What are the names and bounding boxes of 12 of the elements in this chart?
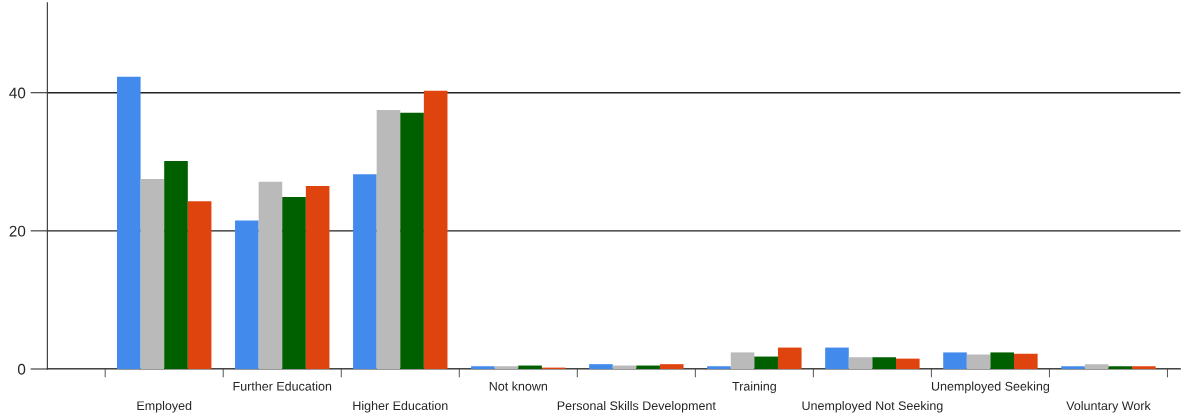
- y-tick-label: 0: [17, 363, 26, 375]
- x-tick-label: Voluntary Work: [1066, 400, 1151, 413]
- y-tick-label: 20: [9, 225, 26, 237]
- x-tick-label: Employed: [137, 400, 192, 413]
- x-tick-label: Personal Skills Development: [557, 400, 716, 413]
- x-tick-label: Unemployed Seeking: [931, 381, 1050, 394]
- x-tick-label: Not known: [489, 381, 548, 391]
- y-tick-label: 40: [9, 87, 26, 99]
- x-tick-label: Further Education: [233, 381, 332, 391]
- x-tick-label: Training: [732, 381, 776, 394]
- x-tick-label: Unemployed Not Seeking: [802, 400, 943, 413]
- x-tick-label: Higher Education: [353, 400, 448, 413]
